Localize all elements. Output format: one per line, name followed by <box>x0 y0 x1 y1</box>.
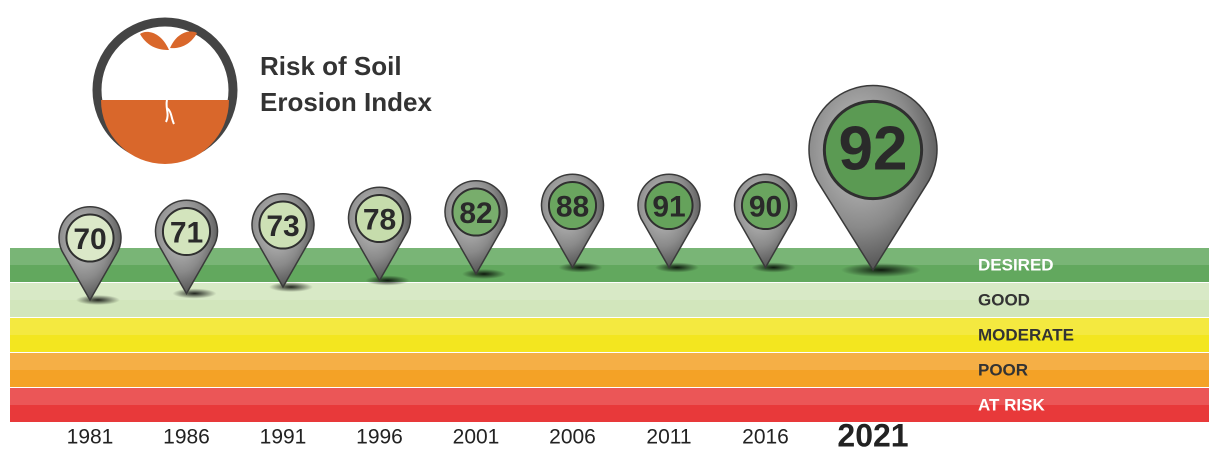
pin-value: 92 <box>839 114 908 183</box>
pin-shadow <box>558 262 603 273</box>
pin-shadow <box>269 282 313 292</box>
pin-shadow <box>841 263 921 277</box>
pin-face <box>822 99 924 201</box>
pin: 78 <box>347 186 412 286</box>
band-shine <box>10 388 1209 405</box>
title: Risk of Soil <box>260 51 402 81</box>
title: Erosion Index <box>260 87 432 117</box>
pin-value: 90 <box>749 190 782 223</box>
pin-face <box>354 193 405 244</box>
band-label: AT RISK <box>978 395 1045 414</box>
x-tick-label: 1981 <box>67 426 114 449</box>
pin-face <box>161 206 212 257</box>
pin-face <box>258 200 308 250</box>
x-tick-label: 2016 <box>742 426 789 449</box>
pin-shadow <box>462 269 506 279</box>
pin-value: 73 <box>266 210 299 243</box>
x-tick-label: 2006 <box>549 426 596 449</box>
pin: 82 <box>444 180 508 279</box>
pin: 73 <box>251 193 315 292</box>
band-shine <box>10 353 1209 370</box>
pin: 90 <box>733 173 798 273</box>
x-tick-label: 2011 <box>646 426 691 449</box>
x-tick-label: 2021 <box>837 417 908 452</box>
band-label: DESIRED <box>978 255 1054 274</box>
pin-value: 71 <box>170 216 203 249</box>
pin-value: 88 <box>556 190 589 223</box>
x-tick-label: 1986 <box>163 426 210 449</box>
pin-face <box>740 180 791 231</box>
band <box>10 388 1209 422</box>
pin-shadow <box>655 262 699 273</box>
pin-shadow <box>365 275 410 286</box>
band <box>10 283 1209 317</box>
pin-face <box>65 213 115 263</box>
band <box>10 353 1209 387</box>
pin: 70 <box>58 206 122 305</box>
pin-value: 91 <box>652 190 685 223</box>
band <box>10 318 1209 352</box>
band-label: GOOD <box>978 290 1030 309</box>
pin-shadow <box>172 288 217 299</box>
logo <box>92 17 238 164</box>
x-tick-label: 2001 <box>453 426 500 449</box>
pin-value: 78 <box>363 203 396 236</box>
pin: 91 <box>637 173 701 273</box>
pin-shadow <box>76 295 120 305</box>
band-shine <box>10 318 1209 335</box>
band-label: MODERATE <box>978 325 1074 344</box>
x-tick-label: 1991 <box>260 426 307 449</box>
pin-face <box>644 180 694 231</box>
pin-value: 70 <box>73 223 106 256</box>
pin: 71 <box>154 199 219 299</box>
pin-shadow <box>751 262 796 273</box>
pin: 92 <box>808 84 938 277</box>
x-tick-label: 1996 <box>356 426 403 449</box>
pin-face <box>547 180 598 231</box>
pin-face <box>451 187 501 237</box>
band-label: POOR <box>978 360 1028 379</box>
pin-value: 82 <box>459 197 492 230</box>
band-shine <box>10 248 1209 265</box>
pin: 88 <box>540 173 605 273</box>
